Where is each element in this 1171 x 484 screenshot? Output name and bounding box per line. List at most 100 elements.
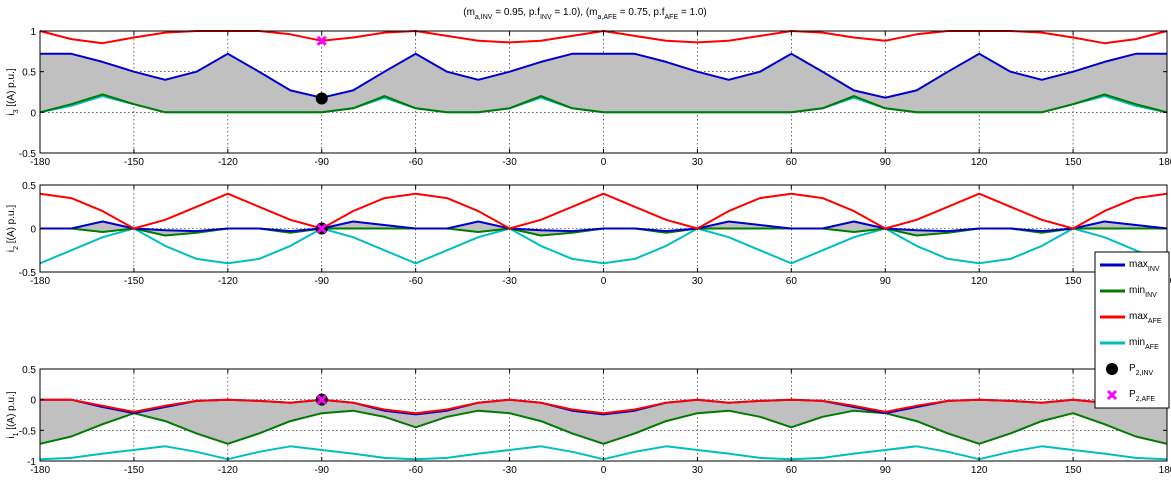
legend-swatch	[1106, 389, 1118, 401]
text-subscript: AFE	[665, 14, 679, 21]
text-subscript: 2	[13, 246, 20, 250]
legend-label: maxAFE	[1129, 311, 1162, 325]
x-tick-label: -180	[30, 465, 50, 476]
y-tick-label: 0	[30, 108, 36, 119]
y-tick-label: 0.5	[22, 68, 36, 79]
text-run: i	[6, 250, 17, 252]
text-subscript: AFE	[1145, 344, 1159, 351]
text-subscript: INV	[540, 14, 552, 21]
x-tick-label: 180	[1159, 157, 1171, 168]
text-run: = 0.75, p.f	[617, 7, 665, 18]
text-subscript: 2,AFE	[1136, 396, 1156, 403]
x-tick-label: 0	[601, 157, 607, 168]
legend-entry: maxAFE	[1100, 311, 1162, 325]
x-tick-label: -180	[30, 276, 50, 287]
text-run: = 0.95, p.f	[492, 7, 540, 18]
x-tick-label: 30	[692, 157, 704, 168]
subplot-1: -180-150-120-90-60-300306090120150180-0.…	[6, 27, 1171, 168]
x-tick-label: -120	[218, 465, 238, 476]
series-max-afe	[40, 398, 1168, 415]
x-tick-label: 30	[692, 465, 704, 476]
legend-entry: P2,INV	[1106, 363, 1154, 377]
y-tick-label: -0.5	[19, 426, 37, 437]
legend-entry: maxINV	[1100, 259, 1160, 273]
x-tick-label: 60	[786, 465, 798, 476]
x-tick-label: -60	[408, 276, 423, 287]
y-axis-label: i2 [(A) p.u.]	[6, 205, 20, 252]
legend-entry: minINV	[1100, 285, 1157, 299]
x-tick-label: 90	[880, 276, 892, 287]
legend-label: minAFE	[1129, 337, 1159, 351]
series-max-afe	[39, 192, 1168, 230]
y-tick-label: 1	[30, 27, 36, 38]
x-tick-label: 180	[1159, 465, 1171, 476]
x-tick-label: 120	[971, 157, 988, 168]
x-tick-label: -120	[218, 157, 238, 168]
series-min-afe	[39, 227, 1168, 265]
x-tick-label: 150	[1065, 157, 1082, 168]
text-run: = 1.0)	[678, 7, 707, 18]
x-tick-label: -30	[502, 157, 517, 168]
text-run: (m	[463, 7, 475, 18]
point-p2-afe	[316, 394, 327, 405]
legend-box	[1094, 251, 1170, 409]
text-run: min	[1129, 337, 1145, 348]
legend-label: P2,AFE	[1129, 389, 1155, 403]
x-tick-label: -60	[408, 465, 423, 476]
x-tick-label: 150	[1065, 465, 1082, 476]
subplot-group: -180-150-120-90-60-300306090120150180-0.…	[6, 27, 1171, 476]
text-subscript: a,AFE	[598, 14, 618, 21]
x-tick-label: 120	[971, 465, 988, 476]
x-tick-label: 150	[1065, 276, 1082, 287]
x-tick-label: 30	[692, 276, 704, 287]
inv-envelope-fill	[40, 53, 1167, 113]
x-tick-label: -120	[218, 276, 238, 287]
point-mark-stroke	[316, 35, 327, 46]
text-run: [(A) p.u.]	[6, 68, 17, 109]
legend-label: P2,INV	[1129, 363, 1154, 377]
series-max-inv	[40, 220, 1168, 233]
text-run: P	[1129, 363, 1136, 374]
x-tick-label: -90	[315, 157, 330, 168]
y-tick-label: -1	[27, 457, 36, 468]
point-p2-afe	[316, 35, 327, 46]
text-subscript: 3	[13, 109, 20, 113]
series-min-inv	[39, 93, 1168, 114]
y-tick-label: 0	[30, 396, 36, 407]
x-tick-label: 90	[880, 465, 892, 476]
text-subscript: 2,INV	[1136, 370, 1154, 377]
x-tick-label: 120	[971, 276, 988, 287]
text-subscript: a,INV	[475, 14, 493, 21]
text-run: min	[1129, 285, 1145, 296]
y-tick-label: -0.5	[19, 149, 37, 160]
y-axis-label: i1 [(A) p.u.]	[6, 391, 20, 438]
y-axis-label: i3 [(A) p.u.]	[6, 68, 20, 115]
inv-envelope-fill	[40, 399, 1167, 444]
x-tick-label: -90	[315, 465, 330, 476]
series-max-inv	[40, 52, 1167, 99]
point-mark-stroke	[316, 394, 327, 405]
y-tick-label: -0.5	[19, 268, 37, 279]
text-run: [(A) p.u.]	[6, 205, 17, 246]
text-subscript: INV	[1145, 292, 1157, 299]
legend-entry: minAFE	[1100, 337, 1159, 351]
x-tick-label: 60	[786, 276, 798, 287]
subplot-2: -180-150-120-90-60-300306090120150180-0.…	[6, 181, 1171, 287]
text-run: max	[1129, 259, 1148, 270]
legend-entry: P2,AFE	[1106, 389, 1155, 403]
x-tick-label: -30	[502, 465, 517, 476]
legend-swatch	[1106, 363, 1118, 375]
x-tick-label: 0	[601, 276, 607, 287]
point-p2-afe	[316, 223, 327, 234]
x-tick-label: -150	[124, 157, 144, 168]
y-tick-label: 0	[30, 225, 36, 236]
text-subscript: AFE	[1148, 318, 1162, 325]
x-tick-label: 0	[601, 465, 607, 476]
text-run: max	[1129, 311, 1148, 322]
x-tick-label: 60	[786, 157, 798, 168]
x-tick-label: -150	[124, 465, 144, 476]
text-run: i	[6, 113, 17, 115]
legend-label: minINV	[1129, 285, 1157, 299]
